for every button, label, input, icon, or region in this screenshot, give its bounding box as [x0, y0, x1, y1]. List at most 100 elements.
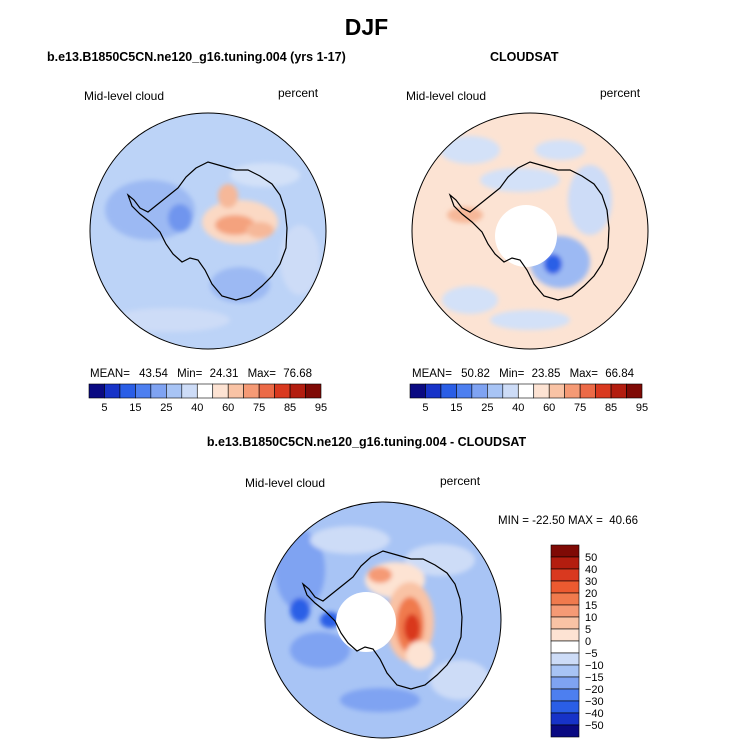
colorbar3-swatch: [550, 640, 580, 654]
colorbar2-tick-label: 25: [481, 402, 493, 414]
colorbar2-swatch: [517, 383, 535, 399]
panel1-max-label: Max=: [247, 368, 277, 380]
colorbar3-tick-label: 50: [585, 552, 597, 564]
colorbar3-tick-label: −5: [585, 648, 598, 660]
colorbar1-tick-label: 95: [315, 402, 327, 414]
colorbar3-tick-label: −15: [585, 672, 604, 684]
colorbar3-tick-label: −10: [585, 660, 604, 672]
colorbar3-tick-label: 30: [585, 576, 597, 588]
panel2-mean-value: 50.82: [461, 368, 490, 380]
colorbar1-swatch: [305, 383, 322, 399]
colorbar1-tick-label: 5: [101, 402, 107, 414]
colorbar3-swatch: [550, 568, 580, 582]
panel3-variable-label: Mid-level cloud: [245, 476, 326, 490]
colorbar3-tick-label: −30: [585, 696, 604, 708]
colorbar1-swatch: [119, 383, 136, 399]
colorbar2-swatch: [626, 383, 643, 399]
colorbar2-swatch: [487, 383, 504, 399]
colorbar2-tick-label: 75: [574, 402, 586, 414]
colorbar2-swatch: [595, 383, 612, 399]
map2-coastline: [448, 161, 610, 301]
panel1-mean-label: MEAN=: [90, 368, 130, 380]
colorbar2-swatch: [579, 383, 596, 399]
colorbar1-swatch: [196, 383, 214, 399]
colorbar1-tick-label: 85: [284, 402, 296, 414]
panel2-title: CLOUDSAT: [490, 50, 559, 64]
colorbar3-tick-label: 10: [585, 612, 597, 624]
colorbar1-tick-label: 40: [191, 402, 203, 414]
colorbar2-swatch: [564, 383, 581, 399]
colorbar1-swatch: [181, 383, 198, 399]
panel1-max-value: 76.68: [283, 368, 313, 380]
map3-boundary: [264, 501, 502, 739]
panel2-mean-label: MEAN=: [412, 368, 452, 380]
panel1-title: b.e13.B1850C5CN.ne120_g16.tuning.004 (yr…: [47, 50, 346, 64]
panel1-units-label: percent: [278, 86, 319, 100]
colorbar3-swatch: [550, 580, 580, 594]
colorbar3-tick-label: 0: [585, 636, 591, 648]
colorbar1-swatch: [289, 383, 306, 399]
colorbar2-tick-label: 40: [512, 402, 524, 414]
colorbar2-swatch: [456, 383, 473, 399]
colorbar3-tick-label: −50: [585, 720, 604, 732]
colorbar2-swatch: [610, 383, 627, 399]
panel1-stats: MEAN= 43.54 Min= 24.31 Max= 76.68: [90, 368, 312, 380]
panel2-min-label: Min=: [499, 368, 525, 380]
colorbar3-swatch: [550, 700, 580, 714]
colorbar1-swatch: [274, 383, 291, 399]
colorbar3-swatch: [550, 664, 580, 678]
colorbar2-tick-label: 85: [605, 402, 617, 414]
colorbar1-swatch: [243, 383, 260, 399]
map1-coastline: [126, 161, 288, 301]
map2-boundary: [411, 112, 649, 350]
panel1-min-value: 24.31: [209, 368, 239, 380]
colorbar3-tick-label: −40: [585, 708, 604, 720]
colorbar1-tick-label: 25: [160, 402, 172, 414]
colorbar3-tick-label: 5: [585, 624, 591, 636]
colorbar1: 5 15 25 40 60 75 85 95: [88, 383, 327, 414]
panel2-units-label: percent: [600, 86, 641, 100]
colorbar2-swatch: [502, 383, 519, 399]
map3-coastline: [301, 550, 463, 690]
colorbar1-swatch: [166, 383, 183, 399]
colorbar2-swatch: [425, 383, 442, 399]
colorbar2-tick-label: 60: [543, 402, 555, 414]
colorbar1-swatch: [150, 383, 167, 399]
colorbar1-swatch: [212, 383, 229, 399]
colorbar1-tick-label: 60: [222, 402, 234, 414]
panel2-max-label: Max=: [569, 368, 599, 380]
colorbar2-swatch: [440, 383, 457, 399]
panel1-variable-label: Mid-level cloud: [84, 89, 165, 103]
colorbar2-swatch: [533, 383, 550, 399]
colorbar3-swatch: [550, 556, 580, 570]
colorbar3-tick-label: 20: [585, 588, 597, 600]
colorbar3-swatch: [550, 604, 580, 618]
panel3-stats: MIN = -22.50 MAX = 40.66: [498, 515, 638, 527]
colorbar3-swatch: [550, 628, 580, 642]
map3: [264, 501, 502, 739]
colorbar1-swatch: [227, 383, 244, 399]
colorbar3-swatch: [550, 688, 580, 702]
panel2-max-value: 66.84: [605, 368, 635, 380]
colorbar3-swatch: [550, 652, 580, 666]
map2: [411, 112, 649, 350]
panel3-units-label: percent: [440, 474, 481, 488]
colorbar2-tick-label: 95: [636, 402, 648, 414]
colorbar3-swatch: [550, 676, 580, 690]
panel1-min-label: Min=: [177, 368, 203, 380]
colorbar1-tick-label: 75: [253, 402, 265, 414]
colorbar2-tick-label: 5: [422, 402, 428, 414]
colorbar3-swatch: [550, 592, 580, 606]
colorbar2-swatch: [409, 383, 426, 399]
colorbar2-swatch: [471, 383, 488, 399]
panel1-mean-value: 43.54: [139, 368, 168, 380]
colorbar1-swatch: [135, 383, 152, 399]
panel2-variable-label: Mid-level cloud: [406, 89, 487, 103]
colorbar1-swatch: [104, 383, 121, 399]
map1: [89, 112, 327, 350]
panel3-title: b.e13.B1850C5CN.ne120_g16.tuning.004 - C…: [206, 435, 527, 449]
map1-boundary: [89, 112, 327, 350]
colorbar3-swatch: [550, 712, 580, 726]
colorbar3-swatch: [550, 616, 580, 630]
